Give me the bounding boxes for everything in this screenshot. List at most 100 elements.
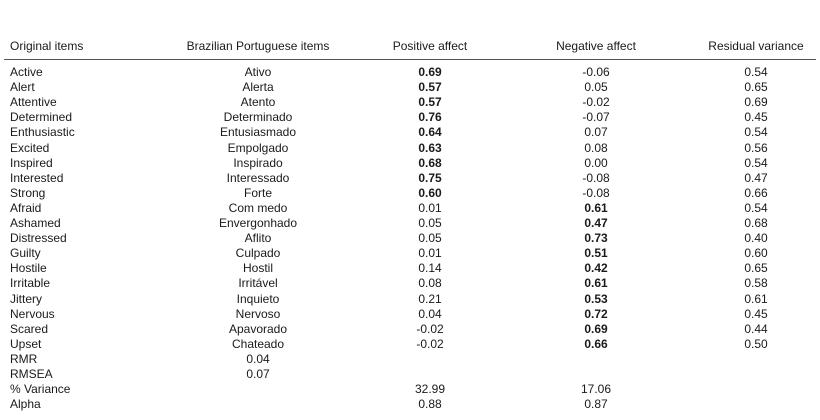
table-cell: 17.06 [580, 382, 612, 397]
row-label: Irritable [10, 276, 51, 291]
table-cell: Inspirado [233, 155, 283, 170]
table-cell: -0.02 [416, 321, 444, 336]
table-cell: 0.63 [418, 140, 442, 155]
table-cell: 0.65 [744, 261, 768, 276]
row-label: Hostile [10, 261, 47, 276]
table-cell: 0.61 [584, 276, 608, 291]
table-cell: 0.07 [584, 125, 608, 140]
row-label: Interested [10, 170, 64, 185]
table-cell: 0.05 [418, 216, 442, 230]
row-label: Scared [10, 321, 49, 336]
table-cell: 0.47 [584, 216, 608, 230]
table-cell: 0.66 [584, 336, 608, 351]
table-cell: 0.01 [418, 246, 442, 261]
table-cell: 0.69 [744, 95, 768, 110]
table-cell: 0.21 [418, 291, 442, 306]
row-label: Ashamed [10, 216, 61, 230]
row-label: Afraid [10, 200, 42, 215]
table-cell: Hostil [242, 261, 274, 276]
table-cell: 0.87 [584, 397, 608, 412]
row-label: Alpha [10, 397, 41, 412]
table-cell: 0.51 [584, 246, 608, 261]
table-cell: Atento [240, 95, 276, 110]
table-cell: 0.40 [744, 231, 768, 246]
table-cell: 0.57 [418, 95, 442, 110]
column-header: Residual variance [708, 39, 804, 53]
table-cell: Irritável [238, 276, 278, 291]
row-label: Determined [10, 110, 73, 125]
table-cell: 0.45 [744, 110, 768, 125]
table-cell: Apavorado [228, 321, 288, 336]
table-cell: 0.57 [418, 80, 442, 95]
table-cell: 0.08 [418, 276, 442, 291]
table-cell: Inquieto [236, 291, 280, 306]
table-cell: -0.02 [582, 95, 610, 110]
table-cell: 0.60 [744, 246, 768, 261]
row-label: Alert [10, 80, 35, 95]
row-label: Distressed [10, 231, 67, 246]
table-cell: Entusiasmado [219, 125, 297, 140]
table-cell: 0.75 [418, 170, 442, 185]
table-cell: -0.02 [416, 336, 444, 351]
column-header: Negative affect [556, 39, 636, 53]
header-rule [4, 59, 816, 60]
table-cell: 0.54 [744, 65, 768, 79]
table-cell: 0.47 [744, 170, 768, 185]
table-cell: 0.65 [744, 80, 768, 95]
table-cell: Determinado [223, 110, 293, 125]
row-label: Upset [10, 336, 42, 351]
column-header: Brazilian Portuguese items [186, 39, 330, 53]
table-cell: Culpado [235, 246, 281, 261]
table-cell: Chateado [231, 336, 285, 351]
table-cell: -0.08 [582, 170, 610, 185]
table-cell: 0.53 [584, 291, 608, 306]
table-cell: 0.88 [418, 397, 442, 412]
table-cell: 0.04 [246, 351, 270, 366]
table-cell: Nervoso [235, 306, 281, 321]
row-label: Guilty [10, 246, 41, 261]
table-cell: 0.60 [418, 185, 442, 200]
table-cell: 0.72 [584, 306, 608, 321]
table-cell: 0.68 [744, 216, 768, 230]
table-cell: Envergonhado [218, 216, 298, 230]
table-cell: 0.45 [744, 306, 768, 321]
table-cell: 0.08 [584, 140, 608, 155]
column-header: Original items [10, 39, 84, 53]
table-cell: 0.05 [418, 231, 442, 246]
table-cell: 0.56 [744, 140, 768, 155]
table-cell: 0.68 [418, 155, 442, 170]
table-cell: 0.07 [246, 367, 270, 381]
table-cell: 0.04 [418, 306, 442, 321]
row-label: Strong [10, 185, 46, 200]
table-cell: Empolgado [227, 140, 289, 155]
table-cell: 0.50 [744, 336, 768, 351]
table-cell: Aflito [244, 231, 272, 246]
table-cell: -0.08 [582, 185, 610, 200]
row-label: Active [10, 65, 43, 79]
table-cell: 0.69 [584, 321, 608, 336]
row-label: Attentive [10, 95, 57, 110]
table-cell: 0.66 [744, 185, 768, 200]
row-label: Inspired [10, 155, 53, 170]
table-cell: 0.01 [418, 200, 442, 215]
row-label: Enthusiastic [10, 125, 75, 140]
row-label: Excited [10, 140, 50, 155]
table-cell: 0.05 [584, 80, 608, 95]
row-label: RMSEA [10, 367, 53, 381]
row-label: % Variance [10, 382, 71, 397]
table-cell: 0.44 [744, 321, 768, 336]
table-cell: 0.69 [418, 65, 442, 79]
table-cell: 0.76 [418, 110, 442, 125]
table-cell: 0.61 [584, 200, 608, 215]
table-cell: Com medo [228, 200, 288, 215]
row-label: RMR [10, 351, 38, 366]
row-label: Jittery [10, 291, 43, 306]
table-cell: 0.42 [584, 261, 608, 276]
column-header: Positive affect [392, 39, 468, 53]
row-label: Nervous [10, 306, 55, 321]
table-cell: 0.54 [744, 125, 768, 140]
table-cell: 0.61 [744, 291, 768, 306]
table-cell: Forte [243, 185, 273, 200]
table-cell: 0.14 [418, 261, 442, 276]
table-cell: -0.07 [582, 110, 610, 125]
